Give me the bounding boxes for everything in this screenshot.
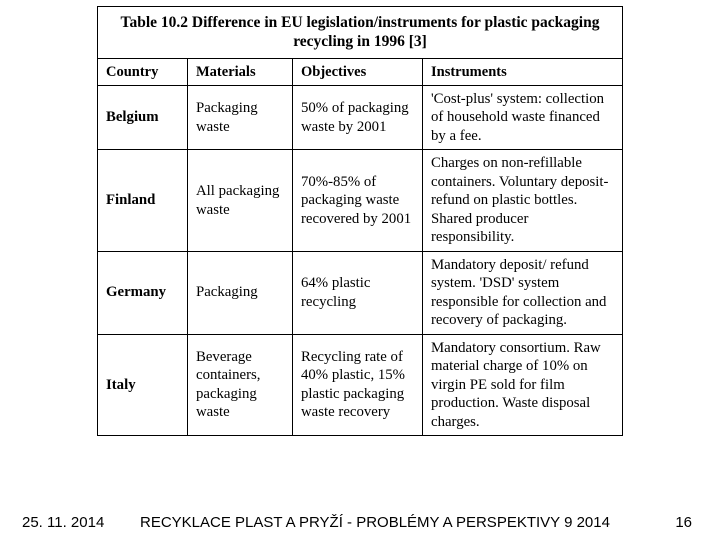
cell-country: Finland [98,150,188,251]
table-row: Italy Beverage containers, packaging was… [98,334,623,435]
cell-instruments: Mandatory consortium. Raw material charg… [423,334,623,435]
cell-objectives: 64% plastic recycling [293,251,423,334]
cell-materials: Packaging [188,251,293,334]
table-row: Germany Packaging 64% plastic recycling … [98,251,623,334]
cell-country: Italy [98,334,188,435]
footer-title: RECYKLACE PLAST A PRYŽÍ - PROBLÉMY A PER… [140,514,640,531]
cell-instruments: Mandatory deposit/ refund system. 'DSD' … [423,251,623,334]
slide-page: Table 10.2 Difference in EU legislation/… [0,0,720,540]
cell-objectives: 50% of packaging waste by 2001 [293,85,423,149]
table-row: Belgium Packaging waste 50% of packaging… [98,85,623,149]
cell-instruments: 'Cost-plus' system: collection of househ… [423,85,623,149]
cell-instruments: Charges on non-refillable containers. Vo… [423,150,623,251]
legislation-table: Table 10.2 Difference in EU legislation/… [97,6,623,436]
table-title: Table 10.2 Difference in EU legislation/… [98,7,623,59]
footer-date: 25. 11. 2014 [22,514,104,531]
footer-page-number: 16 [675,514,692,531]
cell-materials: Beverage containers, packaging waste [188,334,293,435]
col-header-country: Country [98,58,188,85]
cell-objectives: 70%-85% of packaging waste recovered by … [293,150,423,251]
col-header-instruments: Instruments [423,58,623,85]
cell-country: Belgium [98,85,188,149]
cell-objectives: Recycling rate of 40% plastic, 15% plast… [293,334,423,435]
col-header-materials: Materials [188,58,293,85]
table-container: Table 10.2 Difference in EU legislation/… [97,6,623,436]
table-row: Finland All packaging waste 70%-85% of p… [98,150,623,251]
cell-materials: Packaging waste [188,85,293,149]
cell-country: Germany [98,251,188,334]
col-header-objectives: Objectives [293,58,423,85]
cell-materials: All packaging waste [188,150,293,251]
